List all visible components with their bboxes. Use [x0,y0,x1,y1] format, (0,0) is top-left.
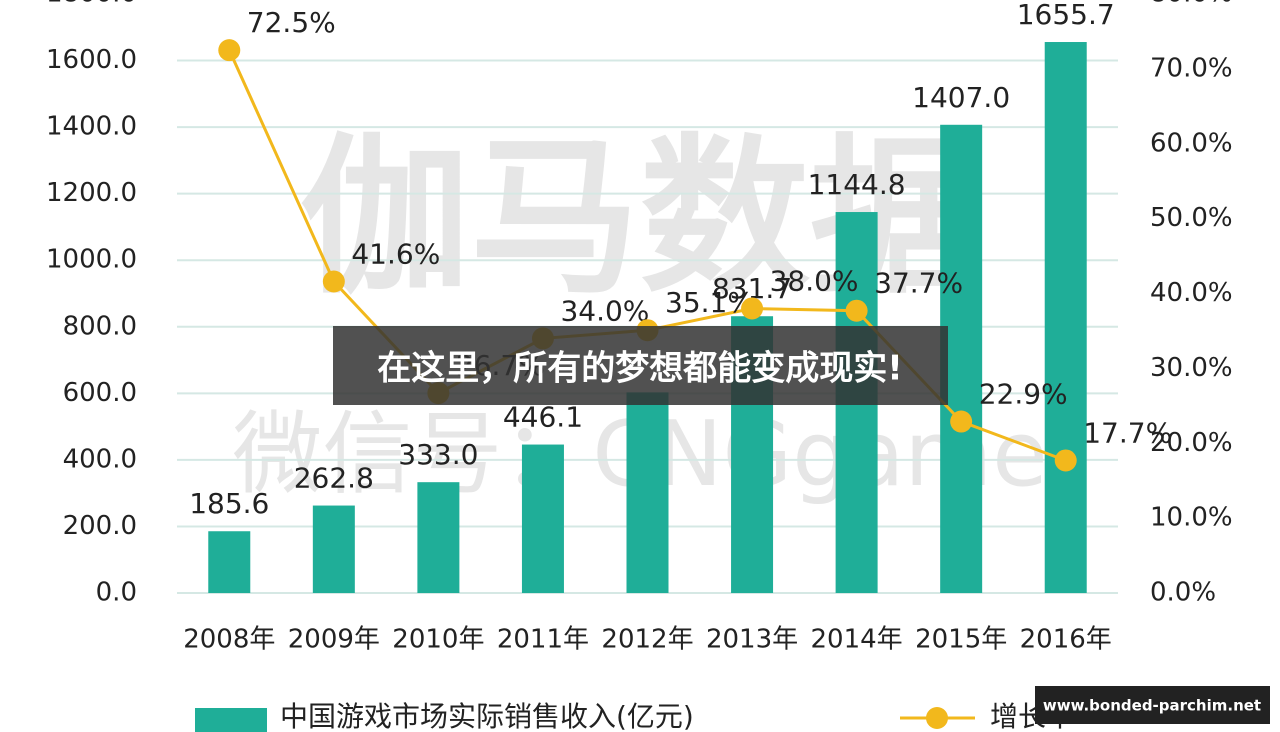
data-label: 185.6 [189,487,269,520]
y2-tick-label: 10.0% [1150,503,1233,533]
x-tick-label: 2016年 [1020,625,1112,655]
y-tick-label: 0.0 [96,578,137,608]
bar [417,482,460,593]
data-label: 72.5% [247,6,336,39]
data-label: 37.7% [874,267,963,300]
bar [208,531,251,593]
line-point [218,39,241,62]
legend-marker [926,707,948,729]
bar [312,505,355,593]
bar [1044,42,1087,593]
y2-tick-label: 20.0% [1150,428,1233,458]
data-label: 1407.0 [912,81,1010,114]
y-tick-label: 400.0 [63,444,137,474]
y2-tick-label: 60.0% [1150,128,1233,158]
legend-swatch [195,708,267,732]
y-tick-label: 1800.0 [46,0,137,9]
x-tick-label: 2009年 [288,625,380,655]
data-label: 34.0% [560,294,649,327]
bar [626,392,669,593]
data-label: 41.6% [351,238,440,271]
plot: 0.0 200.0 400.0 600.0 800.0 1000.0 1200.0 1400.… [46,0,1233,732]
data-label: 38.0% [770,264,859,297]
overlay-text: 在这里，所有的梦想都能变成现实! [377,349,903,389]
line-point [1054,449,1077,472]
y-tick-label: 800.0 [63,311,137,341]
x-tick-label: 2015年 [915,625,1007,655]
line-point [845,299,868,322]
x-tick-label: 2012年 [601,625,693,655]
data-label: 1144.8 [808,168,906,201]
x-tick-label: 2014年 [811,625,903,655]
y-tick-label: 1200.0 [46,178,137,208]
data-label: 17.7% [1083,416,1172,449]
y2-tick-label: 40.0% [1150,278,1233,308]
y-tick-label: 200.0 [63,511,137,541]
y2-tick-label: 80.0% [1150,0,1233,9]
line-point [950,410,973,433]
site-watermark: www.bonded-parchim.net [1043,697,1261,715]
y2-tick-label: 50.0% [1150,203,1233,233]
y-tick-label: 1600.0 [46,45,137,75]
y-tick-label: 1000.0 [46,245,137,275]
y2-tick-label: 70.0% [1150,53,1233,83]
x-tick-label: 2011年 [497,625,589,655]
x-tick-label: 2010年 [392,625,484,655]
data-label: 262.8 [294,462,374,495]
data-label: 22.9% [979,378,1068,411]
data-label: 446.1 [503,401,583,434]
y-tick-label: 1400.0 [46,112,137,142]
legend-label: 中国游戏市场实际销售收入(亿元) [280,700,694,732]
data-label: 333.0 [398,438,478,471]
bar [521,444,564,593]
line-point [741,297,764,320]
y-tick-label: 600.0 [63,378,137,408]
x-tick-label: 2008年 [183,625,275,655]
site-box [1035,686,1270,724]
overlay-box [333,326,948,405]
data-label: 35.1% [665,286,754,319]
data-label: 1655.7 [1017,0,1115,31]
line-point [322,270,345,293]
y2-tick-label: 30.0% [1150,353,1233,383]
x-tick-label: 2013年 [706,625,798,655]
y2-tick-label: 0.0% [1150,578,1216,608]
